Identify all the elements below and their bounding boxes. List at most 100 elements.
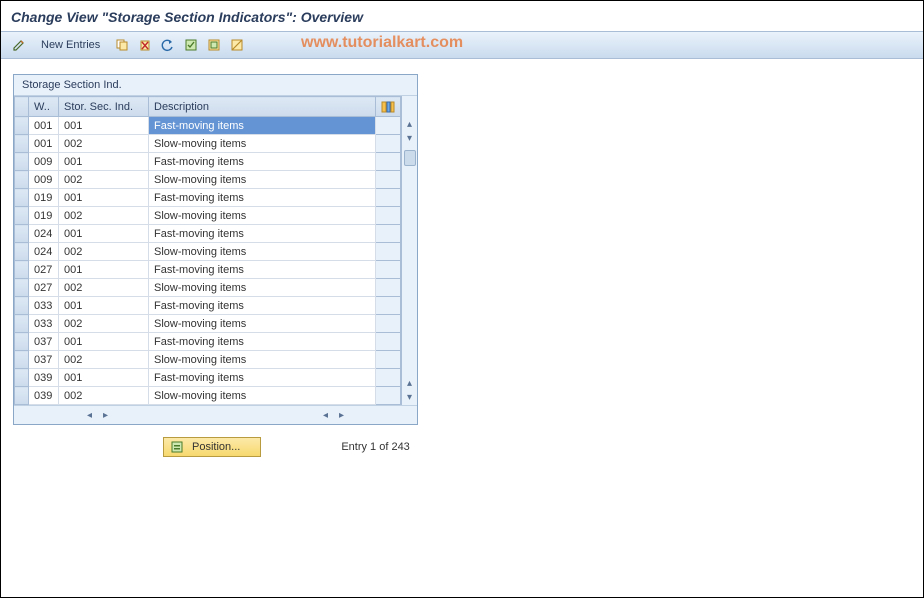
- cell-desc[interactable]: Fast-moving items: [149, 225, 376, 243]
- cell-desc[interactable]: Slow-moving items: [149, 171, 376, 189]
- cell-ssi[interactable]: 002: [59, 135, 149, 153]
- config-column-button[interactable]: [376, 97, 401, 117]
- table-row[interactable]: 009002Slow-moving items: [15, 171, 401, 189]
- position-button[interactable]: Position...: [163, 437, 261, 457]
- row-selector[interactable]: [15, 171, 29, 189]
- cell-whn[interactable]: 037: [29, 333, 59, 351]
- delete-button[interactable]: [135, 36, 155, 54]
- cell-desc[interactable]: Slow-moving items: [149, 243, 376, 261]
- cell-desc[interactable]: Fast-moving items: [149, 153, 376, 171]
- table-row[interactable]: 024001Fast-moving items: [15, 225, 401, 243]
- cell-desc[interactable]: Slow-moving items: [149, 351, 376, 369]
- table-row[interactable]: 039001Fast-moving items: [15, 369, 401, 387]
- row-selector[interactable]: [15, 189, 29, 207]
- cell-ssi[interactable]: 001: [59, 153, 149, 171]
- row-selector[interactable]: [15, 297, 29, 315]
- cell-ssi[interactable]: 001: [59, 261, 149, 279]
- cell-ssi[interactable]: 002: [59, 387, 149, 405]
- cell-ssi[interactable]: 001: [59, 333, 149, 351]
- cell-whn[interactable]: 019: [29, 207, 59, 225]
- table-row[interactable]: 009001Fast-moving items: [15, 153, 401, 171]
- cell-whn[interactable]: 024: [29, 225, 59, 243]
- table-row[interactable]: 033002Slow-moving items: [15, 315, 401, 333]
- scroll-right-icon[interactable]: ▸: [100, 409, 112, 421]
- cell-ssi[interactable]: 002: [59, 207, 149, 225]
- cell-desc[interactable]: Slow-moving items: [149, 135, 376, 153]
- cell-whn[interactable]: 039: [29, 369, 59, 387]
- cell-desc[interactable]: Slow-moving items: [149, 315, 376, 333]
- cell-ssi[interactable]: 001: [59, 297, 149, 315]
- cell-desc[interactable]: Fast-moving items: [149, 261, 376, 279]
- cell-whn[interactable]: 037: [29, 351, 59, 369]
- scroll-down-icon[interactable]: ▾: [404, 132, 416, 144]
- scroll-left2-icon[interactable]: ◂: [320, 409, 332, 421]
- cell-whn[interactable]: 001: [29, 135, 59, 153]
- cell-desc[interactable]: Fast-moving items: [149, 369, 376, 387]
- table-row[interactable]: 033001Fast-moving items: [15, 297, 401, 315]
- scroll-left-icon[interactable]: ◂: [84, 409, 96, 421]
- new-entries-button[interactable]: New Entries: [32, 36, 109, 54]
- cell-ssi[interactable]: 002: [59, 351, 149, 369]
- cell-ssi[interactable]: 001: [59, 189, 149, 207]
- cell-ssi[interactable]: 001: [59, 225, 149, 243]
- row-selector-header[interactable]: [15, 97, 29, 117]
- row-selector[interactable]: [15, 369, 29, 387]
- row-selector[interactable]: [15, 153, 29, 171]
- cell-desc[interactable]: Fast-moving items: [149, 117, 376, 135]
- select-block-button[interactable]: [204, 36, 224, 54]
- cell-whn[interactable]: 009: [29, 171, 59, 189]
- row-selector[interactable]: [15, 135, 29, 153]
- table-row[interactable]: 001002Slow-moving items: [15, 135, 401, 153]
- cell-desc[interactable]: Slow-moving items: [149, 387, 376, 405]
- row-selector[interactable]: [15, 315, 29, 333]
- table-row[interactable]: 027002Slow-moving items: [15, 279, 401, 297]
- col-header-ssi[interactable]: Stor. Sec. Ind.: [59, 97, 149, 117]
- cell-whn[interactable]: 009: [29, 153, 59, 171]
- row-selector[interactable]: [15, 387, 29, 405]
- cell-ssi[interactable]: 001: [59, 369, 149, 387]
- cell-ssi[interactable]: 002: [59, 243, 149, 261]
- row-selector[interactable]: [15, 279, 29, 297]
- table-row[interactable]: 019002Slow-moving items: [15, 207, 401, 225]
- cell-whn[interactable]: 033: [29, 315, 59, 333]
- cell-whn[interactable]: 024: [29, 243, 59, 261]
- table-row[interactable]: 027001Fast-moving items: [15, 261, 401, 279]
- table-row[interactable]: 019001Fast-moving items: [15, 189, 401, 207]
- cell-whn[interactable]: 027: [29, 261, 59, 279]
- col-header-desc[interactable]: Description: [149, 97, 376, 117]
- row-selector[interactable]: [15, 243, 29, 261]
- col-header-whn[interactable]: W..: [29, 97, 59, 117]
- scroll-thumb[interactable]: [404, 150, 416, 166]
- horizontal-scrollbar[interactable]: ◂ ▸ ◂ ▸: [14, 405, 417, 424]
- copy-as-button[interactable]: [112, 36, 132, 54]
- row-selector[interactable]: [15, 333, 29, 351]
- row-selector[interactable]: [15, 351, 29, 369]
- table-row[interactable]: 039002Slow-moving items: [15, 387, 401, 405]
- cell-ssi[interactable]: 002: [59, 315, 149, 333]
- cell-ssi[interactable]: 001: [59, 117, 149, 135]
- table-row[interactable]: 024002Slow-moving items: [15, 243, 401, 261]
- scroll-down2-icon[interactable]: ▾: [404, 391, 416, 403]
- cell-whn[interactable]: 001: [29, 117, 59, 135]
- cell-desc[interactable]: Fast-moving items: [149, 333, 376, 351]
- cell-ssi[interactable]: 002: [59, 279, 149, 297]
- undo-button[interactable]: [158, 36, 178, 54]
- vertical-scrollbar[interactable]: ▴ ▾ ▴ ▾: [401, 96, 417, 405]
- cell-whn[interactable]: 033: [29, 297, 59, 315]
- cell-whn[interactable]: 019: [29, 189, 59, 207]
- row-selector[interactable]: [15, 261, 29, 279]
- scroll-right2-icon[interactable]: ▸: [336, 409, 348, 421]
- select-all-button[interactable]: [181, 36, 201, 54]
- cell-desc[interactable]: Slow-moving items: [149, 207, 376, 225]
- scroll-up-icon[interactable]: ▴: [404, 118, 416, 130]
- row-selector[interactable]: [15, 117, 29, 135]
- toggle-edit-button[interactable]: [9, 36, 29, 54]
- cell-desc[interactable]: Fast-moving items: [149, 189, 376, 207]
- cell-whn[interactable]: 027: [29, 279, 59, 297]
- cell-desc[interactable]: Slow-moving items: [149, 279, 376, 297]
- cell-desc[interactable]: Fast-moving items: [149, 297, 376, 315]
- cell-ssi[interactable]: 002: [59, 171, 149, 189]
- table-row[interactable]: 037001Fast-moving items: [15, 333, 401, 351]
- deselect-all-button[interactable]: [227, 36, 247, 54]
- cell-whn[interactable]: 039: [29, 387, 59, 405]
